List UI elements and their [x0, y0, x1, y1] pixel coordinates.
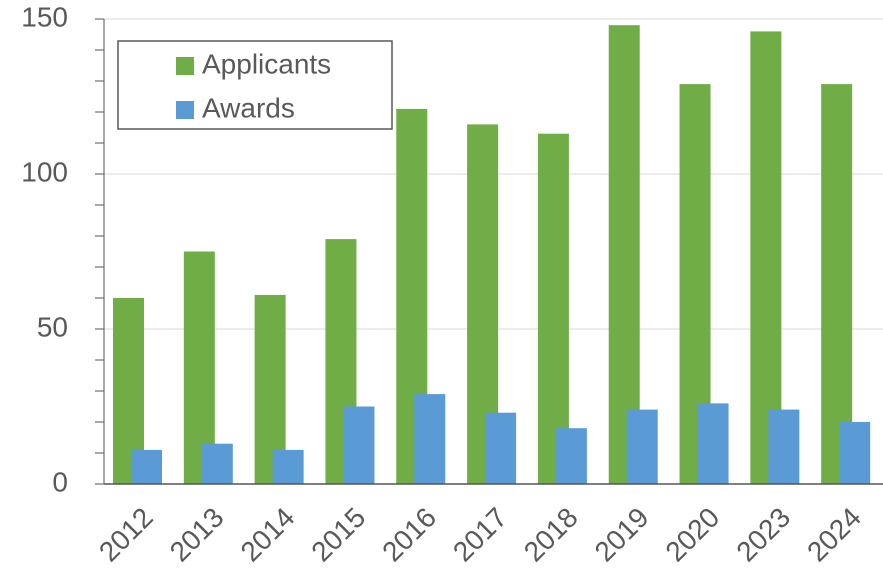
- bar: [821, 84, 853, 484]
- bar: [272, 449, 304, 484]
- x-tick-label: 2016: [376, 502, 442, 568]
- bar: [768, 409, 800, 484]
- y-tick-label: 100: [21, 156, 68, 187]
- bar: [697, 403, 729, 484]
- bar: [201, 443, 233, 484]
- y-tick-label: 50: [37, 311, 68, 342]
- x-tick-label: 2012: [93, 502, 159, 568]
- bar: [537, 133, 569, 484]
- bar: [555, 428, 587, 484]
- x-tick-label: 2013: [164, 502, 230, 568]
- bar: [343, 406, 375, 484]
- bar: [131, 449, 162, 484]
- y-tick-label: 0: [52, 466, 68, 497]
- bar: [626, 409, 658, 484]
- legend-label: Applicants: [202, 48, 331, 79]
- x-tick-label: 2023: [730, 502, 796, 568]
- legend-label: Awards: [202, 92, 295, 123]
- x-tick-label: 2018: [518, 502, 584, 568]
- legend-box: [117, 40, 393, 130]
- x-tick-label: 2019: [589, 502, 655, 568]
- y-tick-label: 150: [21, 1, 68, 32]
- x-tick-label: 2020: [659, 502, 725, 568]
- legend-swatch: [176, 101, 194, 119]
- legend-swatch: [176, 57, 194, 75]
- bar: [485, 412, 517, 484]
- x-tick-label: 2015: [305, 502, 371, 568]
- bar: [608, 25, 640, 484]
- x-tick-label: 2014: [235, 502, 301, 568]
- x-tick-label: 2024: [801, 502, 867, 568]
- x-tick-label: 2017: [447, 502, 513, 568]
- bar: [414, 394, 446, 484]
- bar: [839, 422, 871, 484]
- bar: [750, 31, 782, 485]
